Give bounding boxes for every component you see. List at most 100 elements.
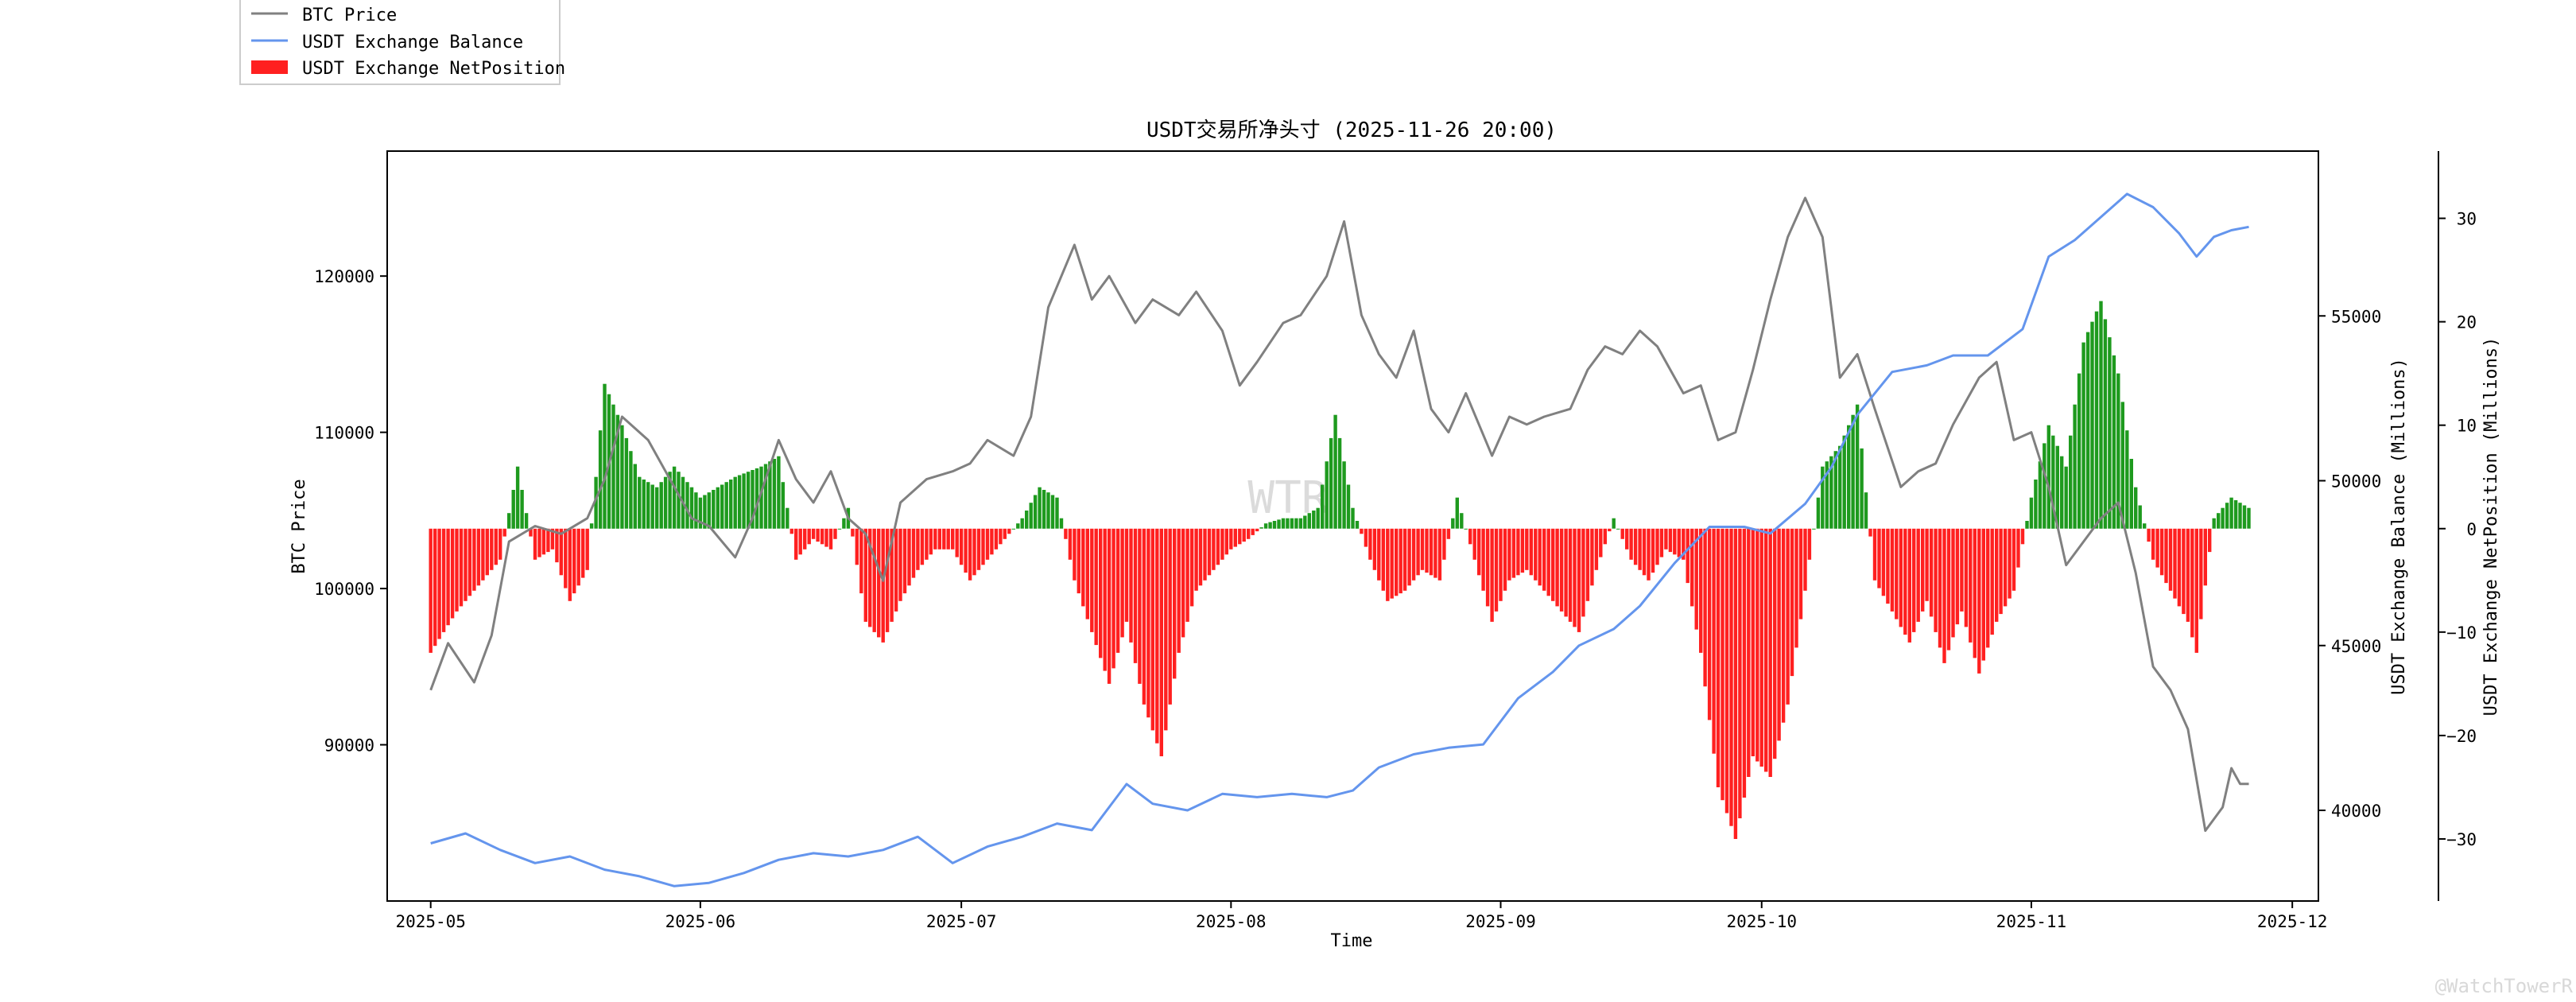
netposition-bar xyxy=(1677,528,1681,557)
netposition-bar xyxy=(1402,528,1407,591)
netposition-bar xyxy=(2038,461,2043,529)
y-left-tick-label: 120000 xyxy=(314,267,374,286)
netposition-bar xyxy=(550,528,555,550)
netposition-bar xyxy=(502,528,506,537)
netposition-bar xyxy=(663,476,668,529)
y-right1-tick-label: 55000 xyxy=(2331,307,2381,326)
netposition-bar xyxy=(1538,528,1542,586)
netposition-bar xyxy=(1721,528,1724,801)
netposition-bar xyxy=(2164,528,2168,584)
netposition-bar xyxy=(1499,528,1503,601)
netposition-bar xyxy=(1881,528,1886,596)
netposition-bar xyxy=(1990,528,1994,635)
netposition-bar xyxy=(972,528,976,576)
netposition-bar xyxy=(863,528,867,622)
netposition-bar xyxy=(1263,523,1268,529)
netposition-bar xyxy=(1829,456,1833,529)
netposition-bar xyxy=(1451,518,1455,529)
netposition-bar xyxy=(2069,435,2073,529)
netposition-bar xyxy=(820,528,824,545)
netposition-bar xyxy=(951,528,955,550)
netposition-bar xyxy=(1969,528,1973,643)
netposition-bar xyxy=(1877,528,1881,588)
netposition-bar xyxy=(2151,528,2155,560)
netposition-bar xyxy=(1694,528,1698,630)
netposition-bar xyxy=(1050,495,1055,529)
netposition-bar xyxy=(990,528,994,555)
netposition-bar xyxy=(677,472,681,529)
netposition-bar xyxy=(2012,528,2016,591)
netposition-bar xyxy=(1316,507,1320,529)
netposition-bar xyxy=(1599,528,1603,557)
netposition-bar xyxy=(759,466,763,529)
netposition-bar xyxy=(1755,528,1759,762)
netposition-bar xyxy=(1864,492,1868,529)
netposition-bar xyxy=(789,528,793,534)
netposition-bar xyxy=(1407,528,1411,586)
netposition-bar xyxy=(1777,528,1781,741)
netposition-bar xyxy=(1446,528,1451,539)
netposition-bar xyxy=(1620,528,1624,539)
netposition-bar xyxy=(1203,528,1207,581)
netposition-bar xyxy=(2125,430,2129,529)
netposition-bar xyxy=(925,528,929,560)
netposition-bar xyxy=(1986,528,1990,648)
netposition-bar xyxy=(1651,528,1655,573)
netposition-bar xyxy=(668,472,672,529)
netposition-bar xyxy=(2199,528,2203,619)
netposition-bar xyxy=(2064,466,2068,529)
netposition-bar xyxy=(1111,528,1115,669)
netposition-bar xyxy=(1429,528,1433,576)
netposition-bar xyxy=(568,528,572,601)
netposition-bar xyxy=(1094,528,1098,646)
y-right2-tick-label: −30 xyxy=(2446,830,2477,849)
netposition-bar xyxy=(894,528,898,612)
netposition-bar xyxy=(1064,528,1068,539)
netposition-bar xyxy=(2051,435,2055,529)
netposition-bar xyxy=(2108,337,2112,529)
btc-price-line xyxy=(429,196,2249,833)
netposition-bar xyxy=(1546,528,1550,596)
netposition-bar xyxy=(798,528,802,555)
netposition-bar xyxy=(1194,528,1198,591)
netposition-bar xyxy=(1642,528,1647,576)
netposition-bar xyxy=(828,528,833,550)
legend: BTC Price USDT Exchange Balance USDT Exc… xyxy=(239,0,565,85)
netposition-bar xyxy=(1399,528,1402,594)
netposition-bar xyxy=(1807,528,1812,560)
netposition-bar xyxy=(1798,528,1803,619)
x-tick-label: 2025-06 xyxy=(665,912,736,931)
x-axis-label: Time xyxy=(1331,931,1373,951)
netposition-bar xyxy=(1616,528,1620,530)
netposition-bar xyxy=(1764,528,1768,772)
x-tick-label: 2025-09 xyxy=(1465,912,1536,931)
netposition-bar xyxy=(1081,528,1085,607)
x-tick-label: 2025-07 xyxy=(926,912,997,931)
netposition-bar xyxy=(1929,528,1934,617)
netposition-bar xyxy=(772,459,777,529)
netposition-bar xyxy=(446,528,450,626)
netposition-bar xyxy=(968,528,972,581)
netposition-bar xyxy=(594,476,598,529)
netposition-bar xyxy=(985,528,990,560)
x-tick-label: 2025-11 xyxy=(1996,912,2067,931)
netposition-bar xyxy=(1973,528,1977,658)
netposition-bar xyxy=(464,528,467,601)
y-left-axis-label: BTC Price xyxy=(289,479,309,573)
netposition-bar xyxy=(672,466,677,529)
netposition-bar xyxy=(1042,490,1046,529)
netposition-bar xyxy=(638,476,642,529)
netposition-bar xyxy=(1364,528,1368,547)
netposition-bar xyxy=(1995,528,1999,622)
netposition-bar xyxy=(1460,513,1464,529)
netposition-bar xyxy=(1395,528,1399,596)
netposition-bar xyxy=(1055,497,1059,529)
netposition-bar xyxy=(629,451,633,529)
netposition-bar xyxy=(781,482,785,529)
netposition-bar xyxy=(1255,528,1259,532)
netposition-bar xyxy=(1329,437,1333,529)
netposition-bar xyxy=(1207,528,1212,576)
netposition-bar xyxy=(2120,402,2124,529)
netposition-bar xyxy=(1038,487,1042,529)
y-right2-tick-label: −20 xyxy=(2446,727,2477,746)
